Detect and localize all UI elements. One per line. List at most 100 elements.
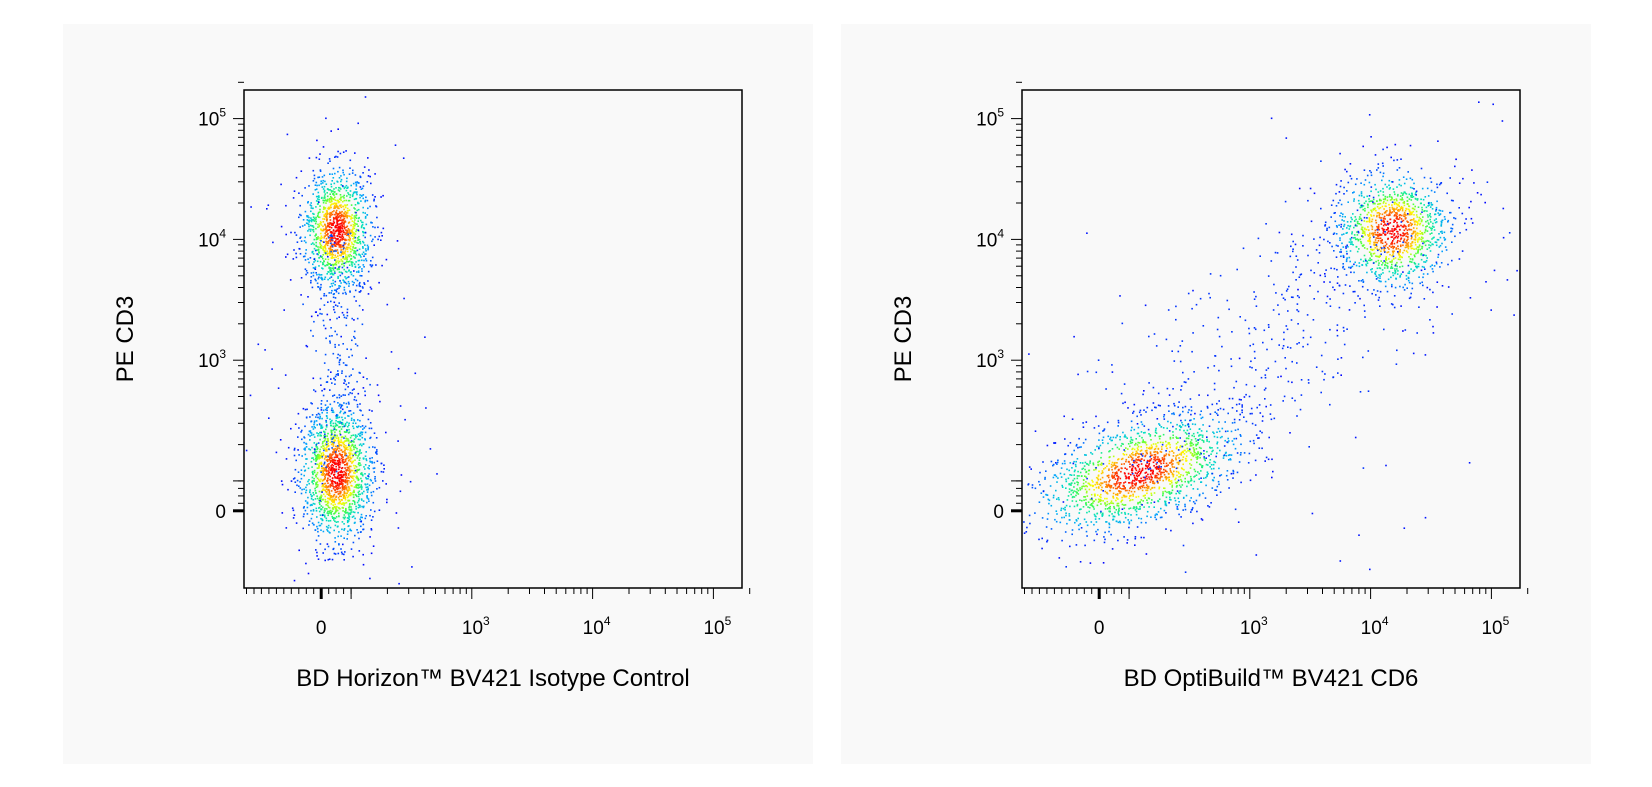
right-data-point — [1059, 521, 1062, 524]
left-data-point — [325, 337, 327, 340]
left-data-point — [316, 198, 319, 200]
left-data-point — [337, 493, 340, 495]
right-data-point — [1075, 544, 1078, 546]
left-data-point — [333, 428, 335, 431]
left-data-point — [348, 255, 350, 258]
left-data-point — [328, 199, 331, 201]
right-data-point — [1376, 215, 1378, 218]
left-data-point — [316, 456, 319, 459]
left-data-point — [328, 267, 330, 269]
left-data-point — [347, 192, 349, 194]
left-data-point — [346, 216, 348, 219]
right-data-point — [1370, 259, 1373, 261]
left-data-point — [323, 241, 325, 243]
left-data-point — [336, 477, 339, 480]
left-data-point — [322, 447, 324, 450]
left-data-point — [361, 472, 363, 474]
left-data-point — [344, 516, 346, 518]
left-data-point — [337, 353, 339, 356]
left-data-point — [343, 246, 346, 249]
left-data-point — [365, 196, 367, 199]
right-data-point — [1186, 471, 1189, 474]
right-data-point — [1379, 277, 1381, 279]
left-data-point — [349, 159, 352, 162]
right-data-point — [1342, 228, 1344, 230]
right-data-point — [1097, 498, 1100, 501]
right-data-point — [1352, 244, 1354, 246]
left-data-point — [357, 259, 360, 262]
right-data-point — [1415, 210, 1418, 213]
right-data-point — [1360, 204, 1362, 207]
right-data-point — [1357, 220, 1359, 223]
left-data-point — [330, 242, 332, 245]
left-data-point — [334, 383, 336, 385]
right-data-point — [1338, 191, 1341, 193]
left-data-point — [327, 369, 330, 371]
left-data-point — [342, 423, 344, 425]
right-data-point — [1401, 194, 1404, 196]
left-data-point — [326, 501, 329, 503]
right-data-point — [1408, 228, 1410, 231]
left-data-point — [344, 417, 346, 419]
right-data-point — [1435, 206, 1438, 209]
left-data-point — [359, 196, 361, 199]
right-data-point — [1165, 453, 1168, 455]
right-data-point — [1144, 304, 1147, 307]
right-data-point — [1115, 509, 1118, 511]
left-data-point — [324, 408, 327, 411]
right-data-point — [1181, 468, 1184, 470]
left-data-point — [346, 212, 349, 214]
right-data-point — [1335, 192, 1337, 195]
left-data-point — [341, 461, 344, 463]
left-data-point — [326, 409, 328, 412]
left-data-point — [342, 482, 344, 485]
left-data-point — [340, 482, 342, 485]
left-data-point — [303, 441, 305, 444]
left-data-point — [327, 432, 329, 435]
left-data-point — [322, 506, 324, 509]
left-data-point — [354, 521, 356, 524]
right-data-point — [1423, 254, 1426, 256]
left-data-point — [342, 480, 345, 482]
left-data-point — [327, 271, 329, 273]
left-data-point — [320, 183, 322, 185]
right-data-point — [1478, 101, 1480, 103]
left-data-point — [333, 459, 335, 461]
right-data-point — [1115, 487, 1117, 490]
left-data-point — [325, 519, 328, 522]
left-data-point — [310, 493, 312, 496]
left-data-point — [359, 254, 361, 257]
left-data-point — [349, 528, 351, 531]
left-data-point — [339, 420, 342, 423]
right-data-point — [1409, 144, 1412, 147]
left-data-point — [335, 477, 338, 479]
right-data-point — [1143, 536, 1145, 539]
right-data-point — [1420, 220, 1423, 222]
right-data-point — [1165, 440, 1167, 443]
left-data-point — [325, 469, 328, 472]
left-data-point — [340, 481, 343, 484]
right-data-point — [1410, 213, 1413, 216]
right-data-point — [1155, 513, 1158, 515]
right-data-point — [1461, 212, 1464, 215]
left-data-point — [351, 265, 354, 267]
left-data-point — [329, 318, 331, 321]
right-data-point — [1387, 222, 1390, 225]
right-data-point — [1419, 230, 1422, 233]
left-data-point — [355, 197, 358, 200]
right-data-point — [1379, 190, 1382, 192]
left-data-point — [333, 501, 335, 504]
left-data-point — [383, 468, 385, 470]
right-data-point — [1146, 515, 1148, 518]
left-data-point — [320, 435, 322, 437]
left-data-point — [317, 236, 319, 238]
left-data-point — [305, 491, 307, 494]
left-data-point — [350, 184, 352, 187]
right-data-point — [1398, 256, 1401, 258]
left-data-point — [349, 471, 351, 474]
left-data-point — [348, 264, 351, 266]
left-data-point — [322, 179, 325, 182]
right-data-point — [1384, 264, 1386, 267]
left-data-point — [311, 457, 313, 459]
right-data-point — [1111, 502, 1113, 504]
